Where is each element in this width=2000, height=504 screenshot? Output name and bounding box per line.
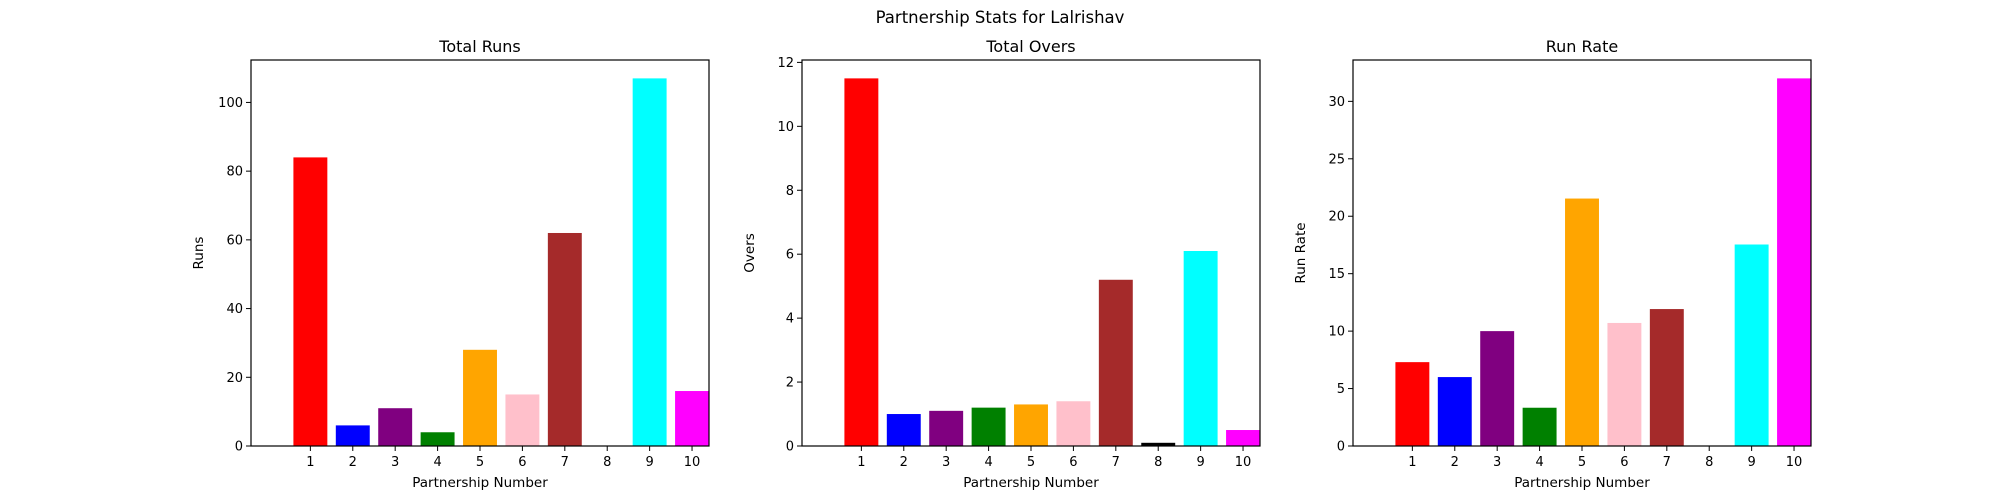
y-tick-label: 40: [226, 302, 243, 317]
x-tick-label: 6: [1069, 455, 1077, 470]
y-tick-label: 25: [1328, 152, 1345, 167]
bar: [378, 408, 413, 446]
bar: [675, 391, 709, 446]
y-tick-label: 100: [218, 96, 243, 111]
x-tick-label: 5: [476, 455, 484, 470]
bar: [886, 414, 921, 446]
x-tick-label: 9: [1196, 455, 1204, 470]
y-tick-label: 80: [226, 165, 243, 180]
bar: [547, 232, 582, 446]
bar: [1480, 331, 1515, 446]
x-tick-label: 10: [1235, 455, 1252, 470]
y-tick-label: 8: [786, 184, 794, 199]
bar: [335, 425, 370, 446]
y-tick-label: 12: [777, 56, 794, 71]
y-tick-label: 20: [226, 371, 243, 386]
bar: [1395, 362, 1430, 446]
y-axis-label: Overs: [742, 233, 758, 273]
x-tick-label: 3: [942, 455, 950, 470]
y-tick-label: 60: [226, 233, 243, 248]
x-tick-label: 7: [1663, 455, 1671, 470]
x-tick-label: 4: [984, 455, 992, 470]
figure-title: Partnership Stats for Lalrishav: [875, 8, 1125, 27]
y-tick-label: 20: [1328, 210, 1345, 225]
chart-title: Total Overs: [985, 37, 1075, 56]
y-tick-label: 10: [777, 120, 794, 135]
bar: [1734, 244, 1769, 446]
bar: [1014, 404, 1048, 446]
bar: [971, 407, 1006, 446]
y-tick-label: 10: [1328, 325, 1345, 340]
y-tick-label: 4: [786, 312, 794, 327]
y-tick-label: 0: [235, 440, 243, 455]
x-tick-label: 8: [603, 455, 611, 470]
bar: [1777, 78, 1811, 446]
y-tick-label: 5: [1337, 382, 1345, 397]
y-tick-label: 0: [1337, 440, 1345, 455]
x-tick-label: 7: [561, 455, 569, 470]
y-tick-label: 2: [786, 376, 794, 391]
x-tick-label: 10: [1786, 455, 1803, 470]
chart-title: Run Rate: [1546, 37, 1618, 56]
chart-title: Total Runs: [438, 37, 520, 56]
x-axis-label: Partnership Number: [963, 475, 1099, 491]
x-tick-label: 2: [900, 455, 908, 470]
bar: [1098, 279, 1133, 446]
y-axis-label: Runs: [191, 237, 207, 270]
bar: [1607, 322, 1642, 446]
x-tick-label: 4: [433, 455, 441, 470]
x-tick-label: 5: [1578, 455, 1586, 470]
x-tick-label: 8: [1154, 455, 1162, 470]
x-tick-label: 9: [645, 455, 653, 470]
x-tick-label: 1: [306, 455, 314, 470]
x-tick-label: 7: [1112, 455, 1120, 470]
bar: [1056, 401, 1091, 446]
x-tick-label: 1: [857, 455, 865, 470]
bar: [463, 349, 497, 446]
y-tick-label: 0: [786, 440, 794, 455]
x-tick-label: 3: [391, 455, 399, 470]
bar: [1141, 442, 1176, 446]
y-tick-label: 15: [1328, 267, 1345, 282]
bar: [1649, 309, 1684, 446]
x-tick-label: 4: [1535, 455, 1543, 470]
x-tick-label: 6: [1620, 455, 1628, 470]
bar: [632, 78, 667, 446]
bar: [844, 78, 879, 446]
x-tick-label: 8: [1705, 455, 1713, 470]
x-tick-label: 9: [1747, 455, 1755, 470]
y-tick-label: 6: [786, 248, 794, 263]
bar: [505, 394, 540, 446]
x-tick-label: 2: [349, 455, 357, 470]
bar: [1183, 251, 1218, 446]
bar: [293, 157, 328, 446]
bar: [1226, 430, 1260, 446]
x-axis-label: Partnership Number: [412, 475, 548, 491]
y-axis-label: Run Rate: [1293, 222, 1309, 283]
x-tick-label: 10: [684, 455, 701, 470]
x-axis-label: Partnership Number: [1514, 475, 1650, 491]
bar: [1437, 377, 1472, 446]
bar: [929, 410, 964, 446]
chart-3: 1 2 3 4 5 6 7 8 9 10 0 5 10 15 20 25 30 Run Rate Partnersh…: [1293, 37, 1812, 491]
bar: [1522, 407, 1557, 446]
y-tick-label: 30: [1328, 95, 1345, 110]
bar: [420, 432, 455, 446]
x-tick-label: 1: [1408, 455, 1416, 470]
bar: [1565, 198, 1599, 446]
x-tick-label: 5: [1027, 455, 1035, 470]
x-tick-label: 6: [518, 455, 526, 470]
x-tick-label: 2: [1451, 455, 1459, 470]
x-tick-label: 3: [1493, 455, 1501, 470]
